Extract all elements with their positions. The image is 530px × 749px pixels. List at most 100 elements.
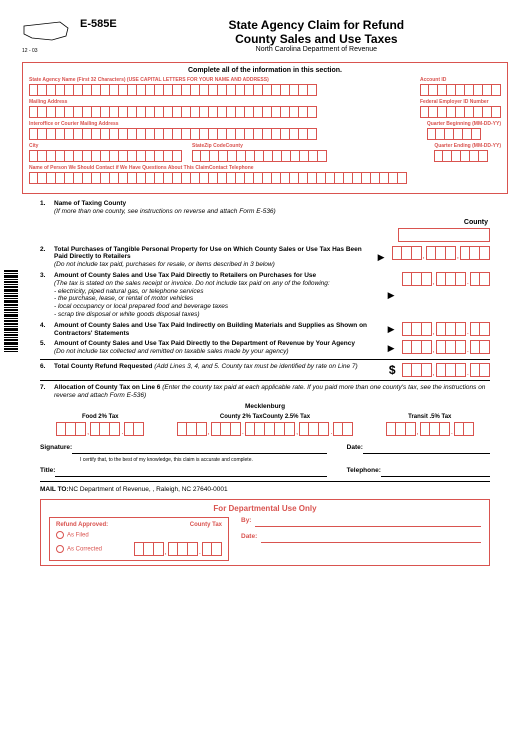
subtitle: North Carolina Department of Revenue xyxy=(125,46,508,53)
phone-label: Contact Telephone xyxy=(209,165,254,171)
contact-label: Name of Person We Should Contact if We H… xyxy=(29,165,209,171)
line3-b1: - electricity, piped natural gas, or tel… xyxy=(54,288,203,295)
county-tax-input[interactable]: ,.,. xyxy=(177,422,354,436)
fein-label: Federal Employer ID Number xyxy=(420,99,501,105)
mailing-label: Mailing Address xyxy=(29,99,410,105)
county-input[interactable] xyxy=(398,228,490,242)
dept-amount-input[interactable]: ,. xyxy=(134,542,222,556)
telephone-line[interactable] xyxy=(381,467,490,477)
title-line1: State Agency Claim for Refund xyxy=(125,18,508,32)
transit-tax-input[interactable]: ,. xyxy=(386,422,474,436)
line6-note: (Add Lines 3, 4, and 5. County tax must … xyxy=(154,363,357,370)
signature-label: Signature: xyxy=(40,444,72,454)
dept-date-line[interactable] xyxy=(261,533,481,543)
departmental-section: For Departmental Use Only Refund Approve… xyxy=(40,499,490,566)
line-3: 3. Amount of County Sales and Use Tax Pa… xyxy=(40,272,490,319)
dept-title: For Departmental Use Only xyxy=(49,504,481,513)
as-corrected-radio[interactable] xyxy=(56,545,64,553)
certification-text: I certify that, to the best of my knowle… xyxy=(80,457,490,463)
state-zip-county-input[interactable] xyxy=(192,150,327,162)
refund-approved-box: Refund Approved: County Tax As Filed As … xyxy=(49,517,229,561)
line4-title: Amount of County Sales and Use Tax Paid … xyxy=(54,322,367,337)
county25-label: County 2.5% Tax xyxy=(262,414,310,420)
fein-input[interactable] xyxy=(420,106,501,118)
line3-b2: - the purchase, lease, or rental of moto… xyxy=(54,295,193,302)
line-4: 4. Amount of County Sales and Use Tax Pa… xyxy=(40,322,490,338)
as-filed-radio[interactable] xyxy=(56,531,64,539)
signature-section: Signature: Date: I certify that, to the … xyxy=(22,444,508,493)
title-label: Title: xyxy=(40,467,55,477)
agency-name-input[interactable] xyxy=(29,84,410,96)
line1-note: (If more than one county, see instructio… xyxy=(54,208,276,215)
mailto-addr: NC Department of Revenue, , Raleigh, NC … xyxy=(69,486,228,493)
arrow-icon: ▶ xyxy=(388,343,395,354)
line-7: 7. Allocation of County Tax on Line 6 (E… xyxy=(40,384,490,400)
form-page: 12 - 03 E-585E State Agency Claim for Re… xyxy=(0,0,530,749)
dollar-icon: $ xyxy=(389,363,396,377)
food-tax-input[interactable]: ,. xyxy=(56,422,144,436)
by-label: By: xyxy=(241,517,251,533)
city-input[interactable] xyxy=(29,150,182,162)
line5-note: (Do not include tax collected and remitt… xyxy=(54,348,289,355)
allocation-row: Food 2% Tax ,. County 2% TaxCounty 2.5% … xyxy=(40,414,490,436)
line5-title: Amount of County Sales and Use Tax Paid … xyxy=(54,340,355,347)
date-line[interactable] xyxy=(363,444,490,454)
line-6: 6. Total County Refund Requested (Add Li… xyxy=(40,363,490,377)
transit-tax-label: Transit .5% Tax xyxy=(408,414,451,420)
state-label: State xyxy=(192,143,204,149)
line6-title: Total County Refund Requested xyxy=(54,363,152,370)
state-logo-block: 12 - 03 xyxy=(22,18,72,54)
line2-note: (Do not include tax paid, purchases for … xyxy=(54,261,275,268)
header: 12 - 03 E-585E State Agency Claim for Re… xyxy=(22,18,508,54)
as-filed-label: As Filed xyxy=(67,532,89,538)
as-corrected-label: As Corrected xyxy=(67,546,102,552)
interoffice-label: Interoffice or Courier Mailing Address xyxy=(29,121,417,127)
line-2: 2. Total Purchases of Tangible Personal … xyxy=(40,246,490,269)
line3-b3: - local occupancy or local prepared food… xyxy=(54,303,228,310)
line2-amount[interactable]: ,, xyxy=(392,246,490,260)
form-date: 12 - 03 xyxy=(22,48,72,54)
county-header: County xyxy=(40,219,488,226)
line3-amount[interactable]: ,. xyxy=(402,272,490,286)
line6-amount[interactable]: ,. xyxy=(402,363,490,377)
title-line2: County Sales and Use Taxes xyxy=(125,32,508,46)
barcode xyxy=(4,270,18,380)
title-line[interactable] xyxy=(55,467,326,477)
contact-input[interactable] xyxy=(29,172,501,184)
separator xyxy=(40,359,490,360)
section-heading: Complete all of the information in this … xyxy=(29,67,501,74)
zip-label: Zip Code xyxy=(204,143,225,149)
interoffice-input[interactable] xyxy=(29,128,417,140)
refund-approved-label: Refund Approved: xyxy=(56,522,108,528)
nc-state-icon xyxy=(22,18,72,46)
arrow-icon: ▶ xyxy=(378,252,385,263)
dept-right: By: Date: xyxy=(241,517,481,549)
by-line[interactable] xyxy=(255,517,481,527)
date-label: Date: xyxy=(347,444,363,454)
city-label: City xyxy=(29,143,182,149)
arrow-icon: ▶ xyxy=(388,324,395,335)
arrow-icon: ▶ xyxy=(388,290,395,301)
separator xyxy=(40,481,490,482)
qend-input[interactable] xyxy=(434,150,501,162)
county2-label: County 2% Tax xyxy=(220,414,263,420)
line1-title: Name of Taxing County xyxy=(54,200,126,207)
county-tax-label: County Tax xyxy=(190,522,222,528)
food-tax-label: Food 2% Tax xyxy=(82,414,119,420)
mailto-label: MAIL TO: xyxy=(40,486,69,493)
qend-label: Quarter Ending (MM-DD-YY) xyxy=(434,143,501,149)
line3-note: (The tax is stated on the sales receipt … xyxy=(54,280,330,287)
dept-date-label: Date: xyxy=(241,533,257,549)
mailing-input[interactable] xyxy=(29,106,410,118)
line-5: 5. Amount of County Sales and Use Tax Pa… xyxy=(40,340,490,356)
account-id-input[interactable] xyxy=(420,84,501,96)
account-id-label: Account ID xyxy=(420,77,501,83)
line5-amount[interactable]: ,. xyxy=(402,340,490,354)
line2-title: Total Purchases of Tangible Personal Pro… xyxy=(54,246,362,261)
qbegin-input[interactable] xyxy=(427,128,501,140)
line3-b4: - scrap tire disposal or white goods dis… xyxy=(54,311,200,318)
line4-amount[interactable]: ,. xyxy=(402,322,490,336)
signature-line[interactable] xyxy=(72,444,327,454)
title-block: State Agency Claim for Refund County Sal… xyxy=(125,18,508,53)
qbegin-label: Quarter Beginning (MM-DD-YY) xyxy=(427,121,501,127)
